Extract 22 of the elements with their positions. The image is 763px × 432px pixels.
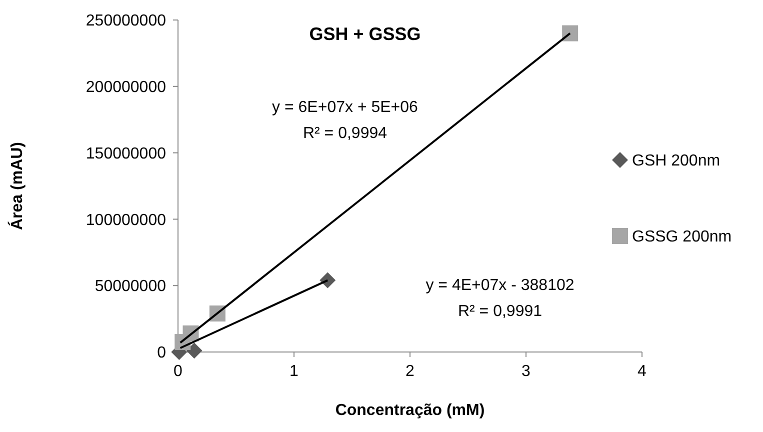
legend-label: GSSG 200nm xyxy=(632,228,732,246)
y-tick-label: 200000000 xyxy=(86,79,166,96)
x-axis-title: Concentração (mM) xyxy=(335,402,485,419)
annotation: R² = 0,9994 xyxy=(302,125,388,142)
x-tick-label: 4 xyxy=(638,363,647,380)
y-tick-label: 250000000 xyxy=(86,12,166,30)
annotation: y = 6E+07x + 5E+06 xyxy=(272,99,418,116)
y-tick-label: 0 xyxy=(157,344,166,362)
chart-title: GSH + GSSG xyxy=(309,24,421,44)
point xyxy=(186,342,202,359)
y-tick-label: 50000000 xyxy=(94,278,166,296)
point xyxy=(562,25,578,42)
y-tick-label: 150000000 xyxy=(86,145,166,162)
y-tick-label: 100000000 xyxy=(86,212,166,229)
y-axis-title: Área (mAU) xyxy=(7,142,26,230)
x-tick-label: 1 xyxy=(290,363,299,380)
x-tick-label: 2 xyxy=(406,363,415,380)
x-tick-label: 3 xyxy=(522,363,531,380)
legend-label: GSH 200nm xyxy=(632,152,720,170)
x-tick-label: 0 xyxy=(174,363,183,380)
annotation: y = 4E+07x - 388102 xyxy=(426,277,574,294)
annotation: R² = 0,9991 xyxy=(458,303,542,320)
